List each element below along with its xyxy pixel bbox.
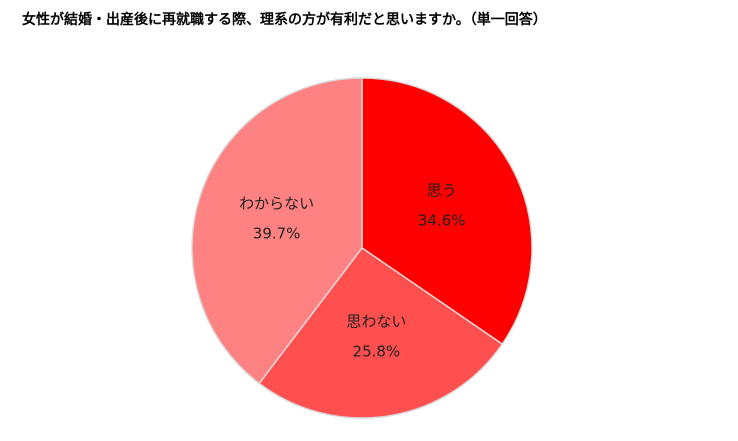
pie-slice bbox=[361, 77, 533, 346]
pie-slice bbox=[191, 77, 363, 385]
slice-value-label: 39.7% bbox=[253, 225, 301, 243]
slice-label: わからない bbox=[239, 195, 314, 213]
slice-value-label: 34.6% bbox=[418, 212, 466, 230]
chart-title: 女性が結婚・出産後に再就職する際、理系の方が有利だと思いますか。（単一回答） bbox=[22, 11, 547, 28]
pie-slice bbox=[258, 246, 504, 419]
slice-label: 思う bbox=[427, 182, 457, 200]
slice-label: 思わない bbox=[346, 312, 406, 330]
slice-value-label: 25.8% bbox=[353, 342, 401, 360]
